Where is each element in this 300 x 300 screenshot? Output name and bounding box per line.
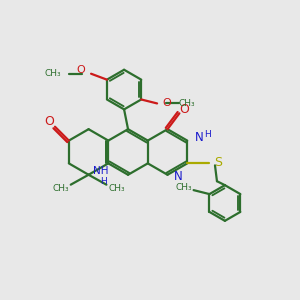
Text: NH: NH [93, 166, 108, 176]
Text: N: N [173, 170, 182, 183]
Text: O: O [76, 65, 85, 75]
Text: CH₃: CH₃ [176, 183, 192, 192]
Text: O: O [162, 98, 171, 108]
Text: N: N [195, 131, 204, 144]
Text: S: S [214, 156, 222, 169]
Text: CH₃: CH₃ [108, 184, 124, 193]
Text: CH₃: CH₃ [52, 184, 69, 193]
Text: O: O [179, 103, 189, 116]
Text: CH₃: CH₃ [45, 69, 61, 78]
Text: O: O [44, 115, 54, 128]
Text: H: H [100, 177, 107, 186]
Text: H: H [204, 130, 211, 139]
Text: CH₃: CH₃ [178, 99, 195, 108]
